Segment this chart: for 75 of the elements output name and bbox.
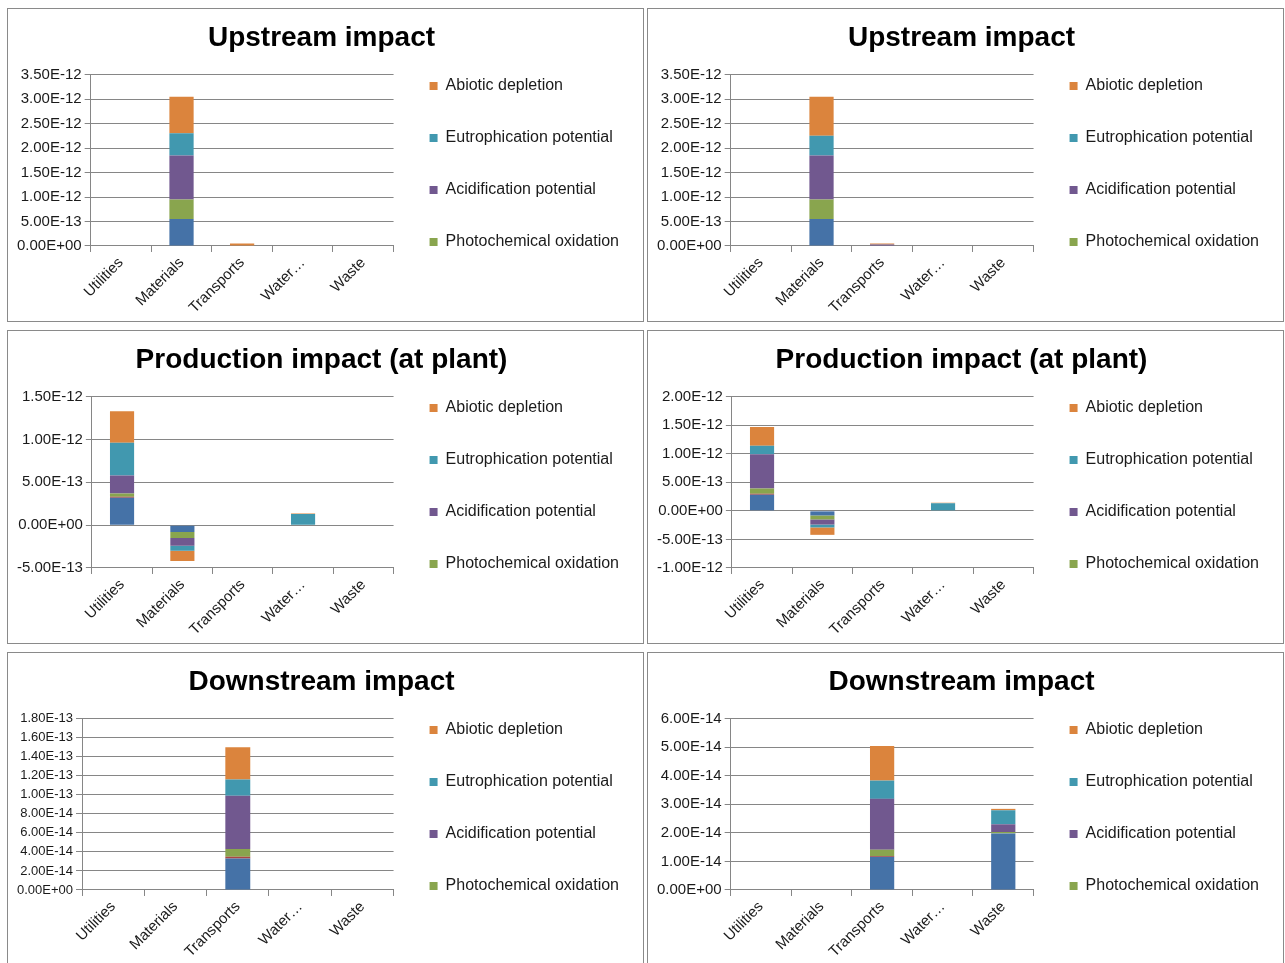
legend-label: Photochemical oxidation <box>445 232 619 250</box>
chart-title: Downstream impact <box>188 664 455 696</box>
y-tick-label: 2.00E-14 <box>660 822 722 840</box>
y-tick-label: 1.00E-13 <box>20 786 74 802</box>
y-tick-label: 1.00E-14 <box>660 851 722 869</box>
y-tick-label: -5.00E-13 <box>657 529 723 547</box>
legend-label: Eutrophication potential <box>1085 772 1253 790</box>
y-tick-label: 0.00E+00 <box>656 236 722 254</box>
legend-label: Acidification potential <box>1085 502 1236 520</box>
y-tick-label: 3.50E-12 <box>20 64 82 82</box>
y-tick-label: 3.00E-14 <box>660 794 722 812</box>
legend-label: Photochemical oxidation <box>445 554 619 572</box>
legend-label: Photochemical oxidation <box>1085 876 1259 894</box>
y-tick-label: 1.50E-12 <box>21 386 83 404</box>
legend-label: Abiotic depletion <box>445 398 563 416</box>
chart-title: Production impact (at plant) <box>775 342 1148 374</box>
y-tick-label: 6.00E-14 <box>20 824 74 840</box>
y-tick-label: 1.00E-12 <box>21 429 83 447</box>
legend-label: Eutrophication potential <box>1085 128 1253 146</box>
y-tick-label: 5.00E-14 <box>660 737 722 755</box>
y-tick-label: 1.80E-13 <box>20 710 74 726</box>
legend-label: Eutrophication potential <box>445 772 613 790</box>
y-tick-label: 2.50E-12 <box>660 113 722 131</box>
legend-label: Abiotic depletion <box>445 76 563 94</box>
y-tick-label: 3.50E-12 <box>660 64 722 82</box>
y-tick-label: 1.60E-13 <box>20 729 74 745</box>
legend-label: Photochemical oxidation <box>445 876 619 894</box>
y-tick-label: 8.00E-14 <box>20 805 74 821</box>
y-tick-label: -5.00E-13 <box>17 558 83 576</box>
y-tick-label: 1.20E-13 <box>20 767 74 783</box>
y-tick-label: 2.50E-12 <box>20 113 82 131</box>
y-tick-label: 1.50E-12 <box>660 162 722 180</box>
y-tick-label: 6.00E-14 <box>660 708 722 726</box>
y-tick-label: 5.00E-13 <box>660 211 722 229</box>
legend-label: Eutrophication potential <box>445 128 613 146</box>
y-tick-label: 1.00E-12 <box>661 443 723 461</box>
y-tick-label: 1.00E-12 <box>20 187 82 205</box>
legend-label: Photochemical oxidation <box>1085 232 1259 250</box>
y-tick-label: 0.00E+00 <box>16 881 74 897</box>
chart-title: Upstream impact <box>207 20 436 52</box>
y-tick-label: 2.00E-12 <box>20 138 82 156</box>
y-tick-label: 2.00E-12 <box>661 386 723 404</box>
y-tick-label: 0.00E+00 <box>18 515 83 533</box>
y-tick-label: 0.00E+00 <box>656 880 722 898</box>
legend-label: Abiotic depletion <box>1085 398 1203 416</box>
legend-label: Acidification potential <box>445 180 596 198</box>
y-tick-label: 1.00E-12 <box>660 187 722 205</box>
legend-label: Abiotic depletion <box>1085 720 1203 738</box>
y-tick-label: 3.00E-12 <box>660 89 722 107</box>
y-tick-label: 5.00E-13 <box>21 472 83 490</box>
y-tick-label: 0.00E+00 <box>16 236 82 254</box>
y-tick-label: 4.00E-14 <box>660 765 722 783</box>
legend-label: Eutrophication potential <box>445 450 613 468</box>
legend-label: Abiotic depletion <box>1085 76 1203 94</box>
legend-label: Acidification potential <box>1085 824 1236 842</box>
y-tick-label: 1.50E-12 <box>661 415 723 433</box>
legend-label: Eutrophication potential <box>1085 450 1253 468</box>
chart-title: Upstream impact <box>847 20 1076 52</box>
y-tick-label: 2.00E-14 <box>20 862 74 878</box>
chart-title: Production impact (at plant) <box>135 342 508 374</box>
legend-label: Acidification potential <box>445 824 596 842</box>
y-tick-label: 1.40E-13 <box>20 748 74 764</box>
y-tick-label: 5.00E-13 <box>661 472 723 490</box>
y-tick-label: 0.00E+00 <box>658 500 723 518</box>
y-tick-label: 3.00E-12 <box>20 89 82 107</box>
chart-title: Downstream impact <box>828 664 1095 696</box>
legend-label: Abiotic depletion <box>445 720 563 738</box>
legend-label: Acidification potential <box>445 502 596 520</box>
y-tick-label: 5.00E-13 <box>20 211 82 229</box>
legend-label: Acidification potential <box>1085 180 1236 198</box>
y-tick-label: 1.50E-12 <box>20 162 82 180</box>
legend-label: Photochemical oxidation <box>1085 554 1259 572</box>
y-tick-label: -1.00E-12 <box>657 558 723 576</box>
y-tick-label: 4.00E-14 <box>20 843 74 859</box>
y-tick-label: 2.00E-12 <box>660 138 722 156</box>
